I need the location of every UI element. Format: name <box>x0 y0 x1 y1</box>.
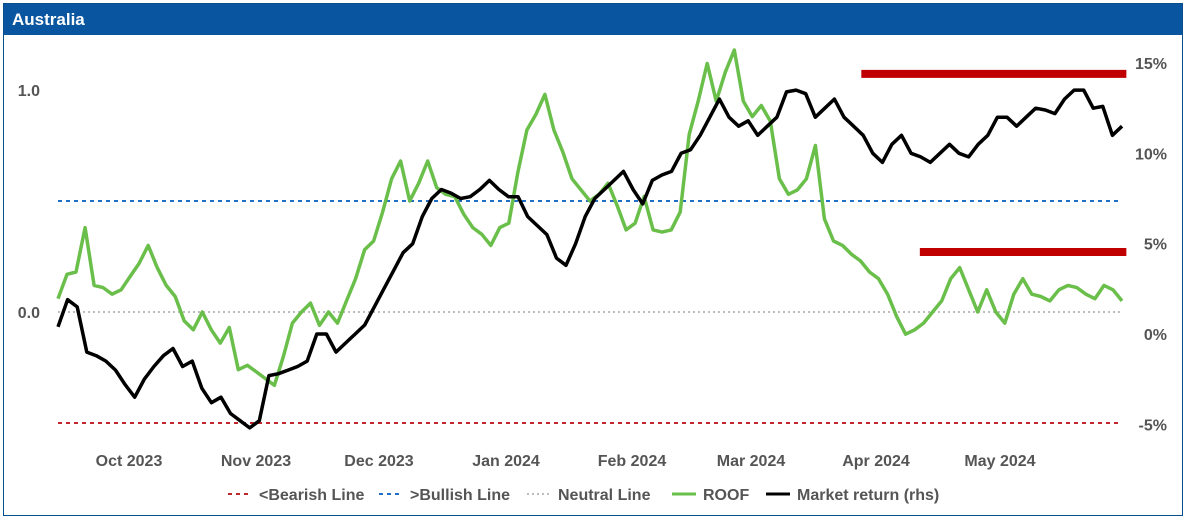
legend-label: ROOF <box>703 487 749 504</box>
y-left-tick: 1.0 <box>18 83 40 100</box>
chart-frame: Australia <box>3 3 1183 516</box>
legend-label: <Bearish Line <box>259 487 364 504</box>
market-return-series-line <box>56 88 1124 430</box>
y-left-tick: 0.0 <box>18 305 40 322</box>
legend-label: Market return (rhs) <box>797 487 939 504</box>
y-right-tick: -5% <box>1139 417 1167 434</box>
y-right-tick: 0% <box>1144 327 1167 344</box>
y-right-tick: 15% <box>1135 56 1167 73</box>
x-tick-label: Feb 2024 <box>598 453 667 470</box>
x-tick-label: Jan 2024 <box>472 453 540 470</box>
x-tick-label: Nov 2023 <box>221 453 291 470</box>
roof-series-line <box>56 48 1124 388</box>
y-right-tick: 5% <box>1144 237 1167 254</box>
legend-label: >Bullish Line <box>410 487 510 504</box>
x-tick-label: Apr 2024 <box>842 453 910 470</box>
title-bar: Australia <box>4 4 1182 35</box>
legend-label: Neutral Line <box>558 487 651 504</box>
y-right-tick: 10% <box>1135 146 1167 163</box>
x-tick-label: Dec 2023 <box>344 453 413 470</box>
x-tick-label: May 2024 <box>964 453 1035 470</box>
x-tick-label: Mar 2024 <box>717 453 786 470</box>
chart-title: Australia <box>12 10 85 29</box>
x-tick-label: Oct 2023 <box>96 453 163 470</box>
